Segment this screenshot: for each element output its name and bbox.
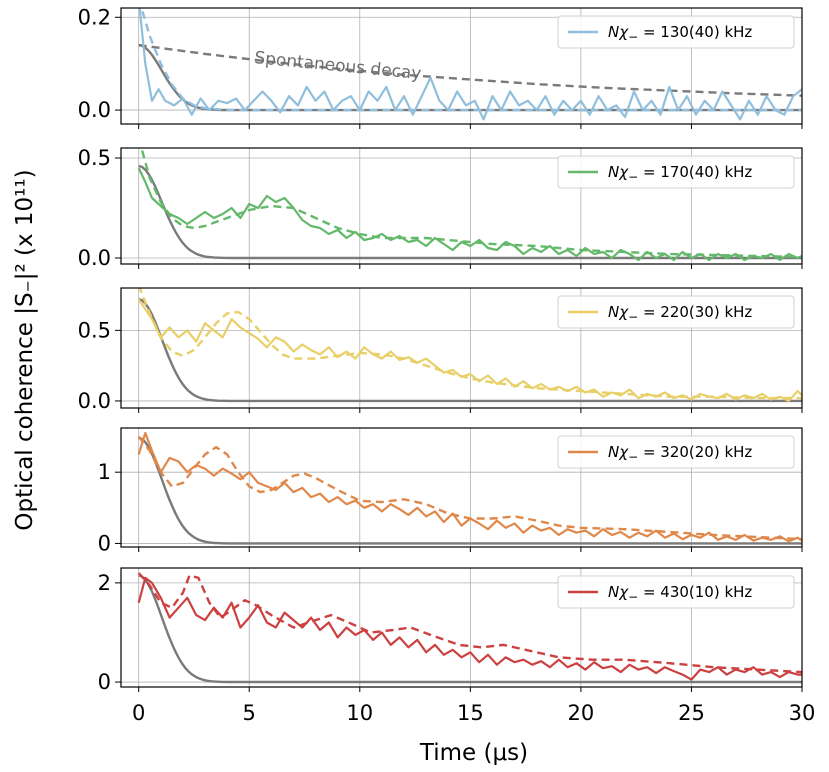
y-axis-title: Optical coherence |S₋|² (x 10¹¹) (12, 169, 38, 530)
legend-label: Nχ− = 170(40) kHz (608, 163, 752, 184)
legend-box (557, 295, 795, 329)
gaussian-decay-line (138, 298, 802, 403)
legend-label-symbol: Nχ (608, 163, 629, 181)
legend-label-subscript: − (628, 30, 638, 44)
legend-label-value: = 170(40) kHz (638, 163, 752, 181)
panel-5: 0 2 Nχ− = 430(10) kHz (98, 567, 803, 694)
legend-label-symbol: Nχ (608, 303, 629, 321)
model-line (137, 572, 802, 674)
legend-label: Nχ− = 130(40) kHz (608, 23, 752, 44)
model-line (138, 288, 802, 400)
y-tick-label: 0 (98, 670, 111, 694)
legend-label-subscript: − (628, 310, 638, 324)
y-tick-label: 0.5 (78, 146, 111, 170)
spontaneous-decay-line (138, 43, 802, 97)
model-line (140, 148, 802, 259)
panel-frame (120, 7, 803, 125)
panel-frame (120, 567, 803, 688)
gaussian-decay-line (138, 436, 802, 545)
legend: Nχ− = 220(30) kHz (557, 295, 795, 329)
measured-line (137, 576, 802, 681)
legend-label-value: = 130(40) kHz (638, 23, 752, 41)
legend-label-value: = 430(10) kHz (638, 583, 752, 601)
legend-label-value: = 220(30) kHz (638, 303, 752, 321)
x-tick-label: 25 (678, 701, 705, 725)
panel-2: 0.0 0.5 Nχ− = 170(40) kHz (78, 146, 803, 270)
gaussian-decay-line (138, 574, 802, 684)
gaussian-decay-line (138, 43, 802, 112)
x-tick-label: 15 (457, 701, 484, 725)
legend: Nχ− = 430(10) kHz (557, 575, 795, 609)
panel-series (137, 572, 802, 684)
model-line (137, 435, 802, 541)
legend-label-symbol: Nχ (608, 583, 629, 601)
y-tick-label: 0.2 (78, 5, 111, 29)
y-tick-label: 0.0 (78, 389, 111, 413)
y-tick-label: 0 (98, 531, 111, 555)
measured-line (137, 167, 802, 262)
legend-label-subscript: − (628, 590, 638, 604)
legend-label-symbol: Nχ (608, 443, 629, 461)
y-tick-label: 0.5 (78, 318, 111, 342)
panel-frame (120, 147, 803, 265)
y-tick-label: 1 (98, 460, 111, 484)
legend-box (557, 155, 795, 189)
legend: Nχ− = 130(40) kHz (557, 15, 795, 49)
legend-box (557, 15, 795, 49)
x-tick-label: 20 (568, 701, 595, 725)
legend-label: Nχ− = 430(10) kHz (608, 583, 752, 604)
measured-line (137, 431, 802, 543)
x-tick-label: 5 (243, 701, 256, 725)
y-tick-label: 2 (98, 571, 111, 595)
panel-4: 0 1 Nχ− = 320(20) kHz (98, 427, 803, 555)
legend-box (557, 575, 795, 609)
x-axis: 0 5 10 15 20 25 30 (132, 701, 815, 725)
panel-series (137, 148, 802, 262)
y-tick-label: 0.0 (78, 246, 111, 270)
y-tick-label: 0.0 (78, 98, 111, 122)
x-tick-label: 10 (346, 701, 373, 725)
panel-frame (120, 427, 803, 548)
legend-label: Nχ− = 320(20) kHz (608, 443, 752, 464)
legend-box (557, 435, 795, 469)
panel-series (138, 8, 802, 121)
measured-line (137, 298, 802, 402)
legend: Nχ− = 170(40) kHz (557, 155, 795, 189)
panel-3: 0.0 0.5 Nχ− = 220(30) kHz (78, 287, 803, 413)
legend-label-value: = 320(20) kHz (638, 443, 752, 461)
legend-label-subscript: − (628, 450, 638, 464)
x-axis-title: Time (μs) (419, 740, 528, 766)
panel-series (137, 288, 802, 403)
legend-label-subscript: − (628, 170, 638, 184)
x-tick-label: 0 (132, 701, 145, 725)
legend: Nχ− = 320(20) kHz (557, 435, 795, 469)
panel-frame (120, 287, 803, 409)
legend-label-symbol: Nχ (608, 23, 629, 41)
measured-line (138, 8, 802, 121)
panel-series (137, 431, 802, 545)
x-tick-label: 30 (789, 701, 816, 725)
legend-label: Nχ− = 220(30) kHz (608, 303, 752, 324)
